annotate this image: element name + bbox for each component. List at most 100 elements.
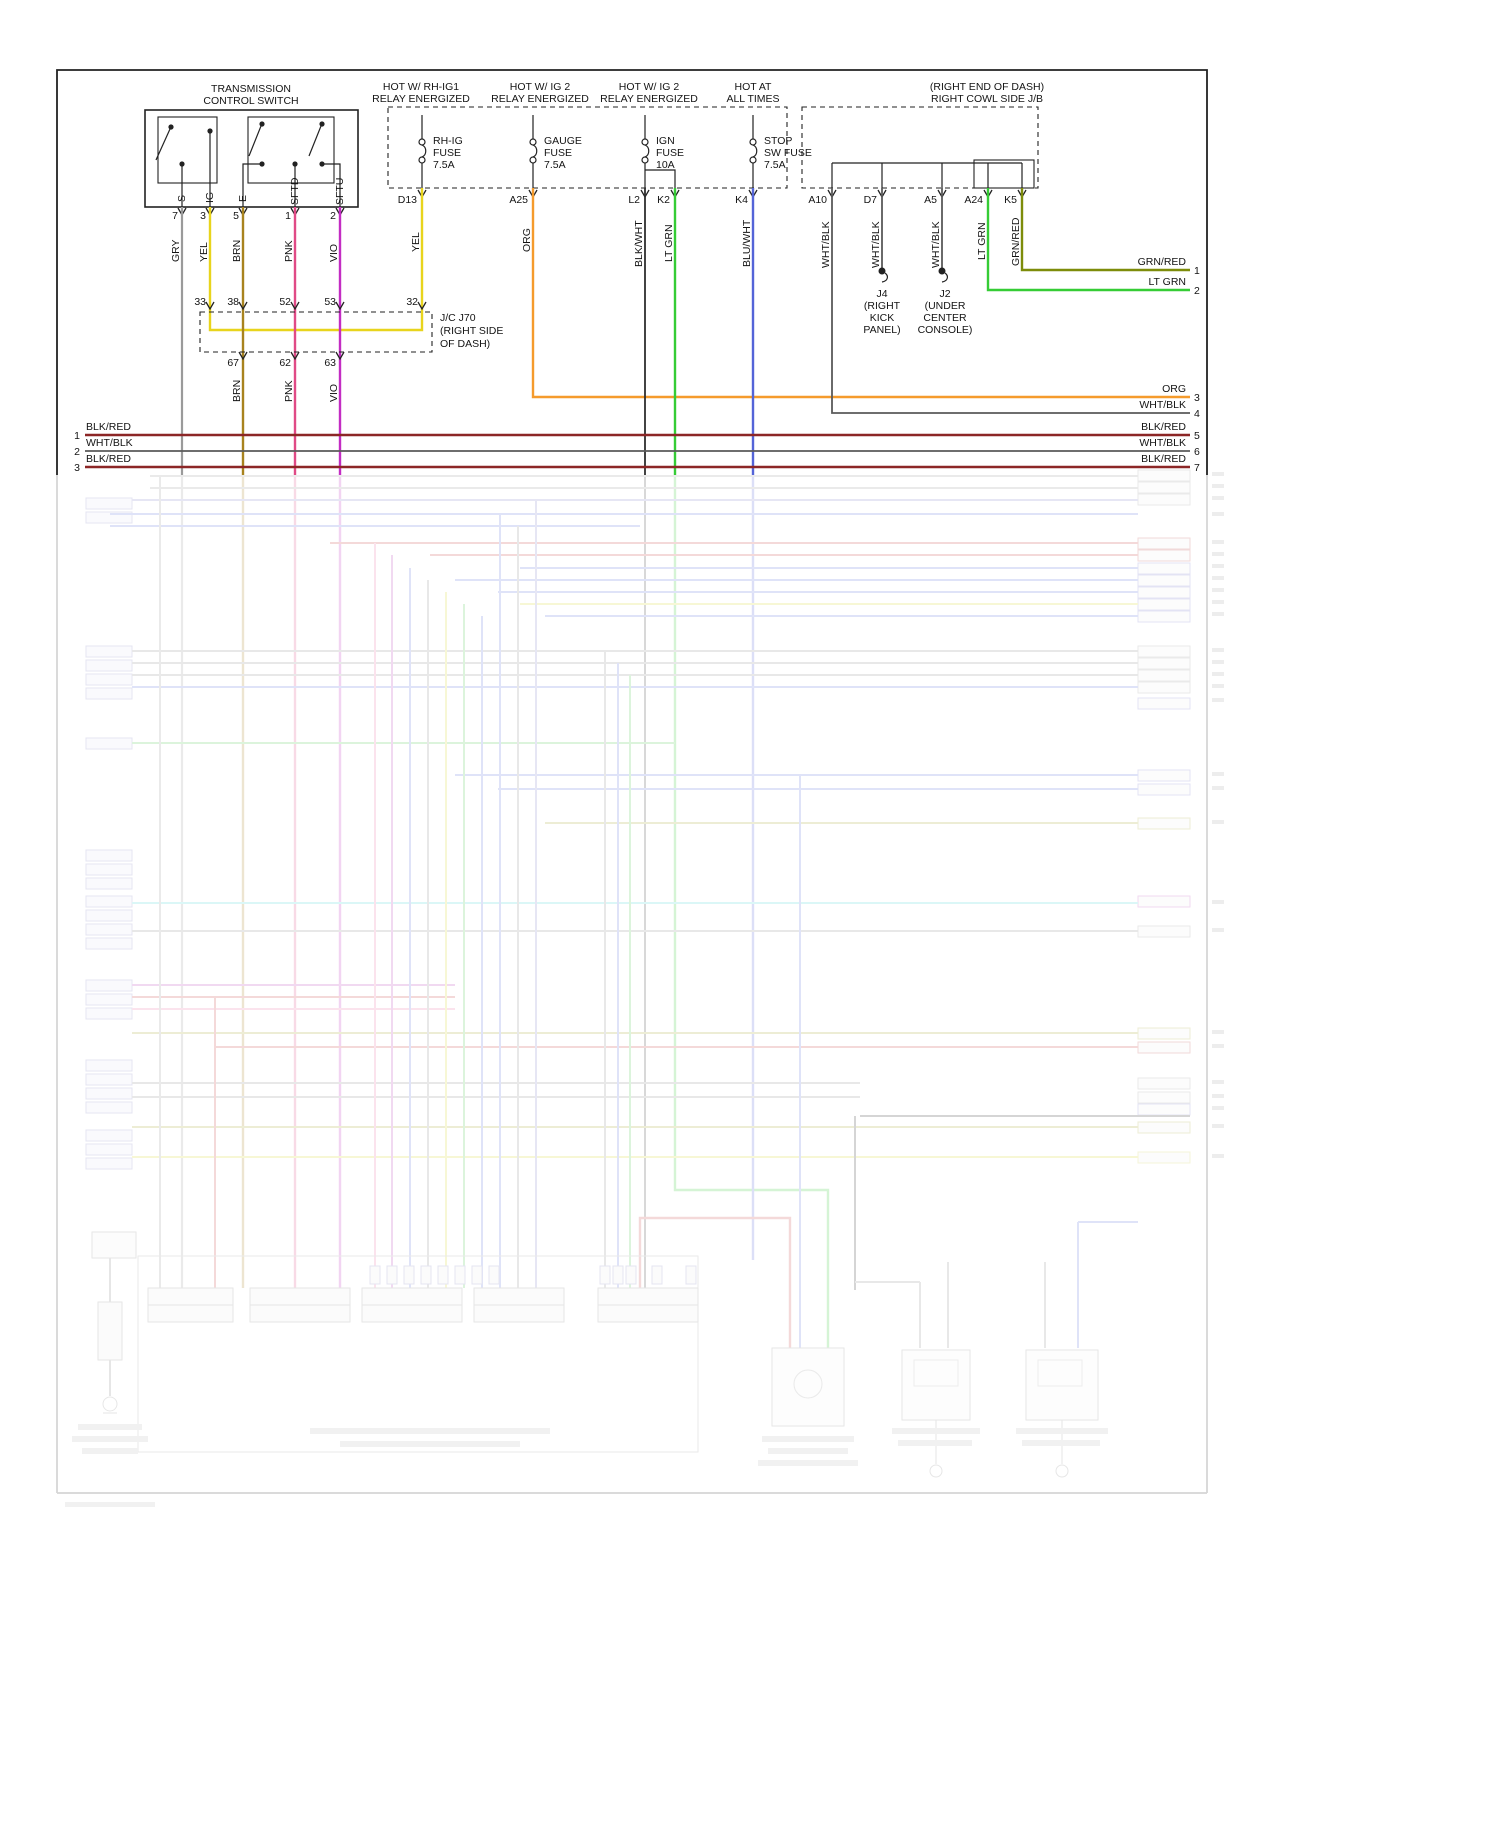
faded-vertical-wires bbox=[159, 476, 1138, 1348]
j70-pin-33: 33 bbox=[194, 296, 206, 308]
switch-pin-num-7: 7 bbox=[172, 210, 178, 222]
fuse-ign-name: IGN bbox=[656, 135, 675, 147]
wire-wht-blk-a10 bbox=[831, 188, 1190, 414]
transmission-control-switch: TRANSMISSION CONTROL SWITCH S IG E SFTD … bbox=[144, 83, 359, 262]
j70-pin-53: 53 bbox=[324, 296, 336, 308]
right-component-boxes bbox=[758, 1347, 1108, 1478]
wire-label-ltgrn-a24: LT GRN bbox=[976, 222, 988, 260]
right-ref-7-label: BLK/RED bbox=[1141, 453, 1186, 465]
wire-label-yel-feed: YEL bbox=[410, 232, 422, 252]
ground-j4-loc2: KICK bbox=[870, 312, 895, 324]
fuse-rh-ig-amps: 7.5A bbox=[433, 159, 455, 171]
source-1-line1: HOT W/ RH-IG1 bbox=[383, 81, 459, 93]
jb-pin-d7: D7 bbox=[864, 194, 878, 206]
jb-pin-k5: K5 bbox=[1004, 194, 1017, 206]
fuse-stop-sw: STOP SW FUSE 7.5A bbox=[749, 115, 812, 188]
right-ref-4-num: 4 bbox=[1194, 408, 1200, 420]
power-sources: HOT W/ RH-IG1 RELAY ENERGIZED HOT W/ IG … bbox=[372, 81, 812, 206]
ground-j4-loc3: PANEL) bbox=[863, 324, 900, 336]
connector-l2: L2 bbox=[628, 194, 640, 206]
switch-pin-s: S bbox=[176, 195, 188, 202]
ground-j2-loc1: (UNDER bbox=[925, 300, 966, 312]
right-edge-pin-ticks bbox=[1212, 472, 1224, 1158]
diagram-border bbox=[56, 69, 1208, 475]
jb-pin-a24: A24 bbox=[964, 194, 983, 206]
right-ref-5-num: 5 bbox=[1194, 430, 1200, 442]
wire-yel bbox=[208, 188, 424, 332]
left-ref-3-label: BLK/RED bbox=[86, 453, 131, 465]
right-ref-5-label: BLK/RED bbox=[1141, 421, 1186, 433]
switch-pin-ig: IG bbox=[204, 192, 216, 203]
right-ref-7-num: 7 bbox=[1194, 462, 1200, 474]
wire-label-gry: GRY bbox=[170, 239, 182, 262]
fuse-ign-amps: 10A bbox=[656, 159, 675, 171]
right-ref-1-num: 1 bbox=[1194, 265, 1200, 277]
source-2-line2: RELAY ENERGIZED bbox=[491, 93, 589, 105]
ground-j2-id: J2 bbox=[939, 288, 950, 300]
cowl-side-jb: (RIGHT END OF DASH) RIGHT COWL SIDE J/B … bbox=[801, 81, 1044, 206]
switch-pin-num-5: 5 bbox=[233, 210, 239, 222]
wire-label-org: ORG bbox=[521, 228, 533, 252]
j70-pin-62: 62 bbox=[279, 357, 291, 369]
source-3-line2: RELAY ENERGIZED bbox=[600, 93, 698, 105]
ground-j2-loc3: CONSOLE) bbox=[918, 324, 973, 336]
wire-label-pnk-out: PNK bbox=[283, 380, 295, 402]
wire-label-grnred: GRN/RED bbox=[1010, 217, 1022, 266]
jb-pin-a10: A10 bbox=[808, 194, 827, 206]
wire-label-whtblk-d7: WHT/BLK bbox=[870, 221, 882, 268]
j70-pin-52: 52 bbox=[279, 296, 291, 308]
left-ref-1-num: 1 bbox=[74, 430, 80, 442]
fuse-rh-ig-name: RH-IG bbox=[433, 135, 463, 147]
wire-label-blkwht: BLK/WHT bbox=[633, 220, 645, 267]
wire-label-brn: BRN bbox=[231, 240, 243, 262]
source-2-line1: HOT W/ IG 2 bbox=[510, 81, 571, 93]
switch-title-line1: TRANSMISSION bbox=[211, 83, 291, 95]
switch-outline bbox=[144, 109, 359, 208]
faded-lower-diagram bbox=[56, 469, 1224, 1507]
j70-pin-63: 63 bbox=[324, 357, 336, 369]
fuse-stop-name: STOP bbox=[764, 135, 792, 147]
jb-label-line2: RIGHT COWL SIDE J/B bbox=[931, 93, 1043, 105]
jb-label-line1: (RIGHT END OF DASH) bbox=[930, 81, 1044, 93]
ground-j4-symbol bbox=[878, 267, 886, 275]
j70-loc1: (RIGHT SIDE bbox=[440, 325, 503, 337]
wire-label-whtblk-a10: WHT/BLK bbox=[820, 221, 832, 268]
edge-refs-right: GRN/RED 1 LT GRN 2 ORG 3 WHT/BLK 4 BLK/R… bbox=[1138, 256, 1200, 474]
fuse-box-outline bbox=[387, 106, 788, 189]
fuse-stop-amps: 7.5A bbox=[764, 159, 786, 171]
source-4-line2: ALL TIMES bbox=[726, 93, 779, 105]
right-connector-blocks bbox=[1137, 469, 1191, 1164]
wire-label-vio-out: VIO bbox=[328, 384, 340, 402]
left-ref-2-num: 2 bbox=[74, 446, 80, 458]
wires: YEL ORG BLK/WHT LT GRN BLU/WHT WHT/BLK W… bbox=[85, 188, 1190, 475]
left-ref-1-label: BLK/RED bbox=[86, 421, 131, 433]
left-ref-2-label: WHT/BLK bbox=[86, 437, 133, 449]
left-connector-blocks bbox=[85, 497, 133, 1170]
right-ref-2-label: LT GRN bbox=[1148, 276, 1186, 288]
junction-j70: 33 38 52 53 32 67 62 63 J/C J70 (RIGHT S… bbox=[194, 296, 503, 402]
j70-loc2: OF DASH) bbox=[440, 338, 490, 350]
connector-a25: A25 bbox=[509, 194, 528, 206]
switch-pin-num-2: 2 bbox=[330, 210, 336, 222]
wire-grn-red-k5 bbox=[1020, 188, 1190, 272]
connector-k2: K2 bbox=[657, 194, 670, 206]
source-3-line1: HOT W/ IG 2 bbox=[619, 81, 680, 93]
ground-j4-id: J4 bbox=[876, 288, 887, 300]
ecm-connector-strip bbox=[137, 1255, 699, 1453]
fuse-gauge-type: FUSE bbox=[544, 147, 572, 159]
wire-label-ltgrn-k2: LT GRN bbox=[663, 224, 675, 262]
fuse-rh-ig: RH-IG FUSE 7.5A bbox=[418, 115, 463, 188]
source-4-line1: HOT AT bbox=[735, 81, 773, 93]
fuse-ign: IGN FUSE 10A bbox=[641, 115, 684, 188]
switch-pin-e: E bbox=[237, 195, 249, 202]
wire-lt-grn-a24 bbox=[986, 188, 1190, 292]
ground-j2-loc2: CENTER bbox=[923, 312, 967, 324]
wire-label-pnk: PNK bbox=[283, 240, 295, 262]
edge-refs-left: 1 BLK/RED 2 WHT/BLK 3 BLK/RED bbox=[74, 421, 133, 474]
j70-pin-38: 38 bbox=[227, 296, 239, 308]
right-ref-3-num: 3 bbox=[1194, 392, 1200, 404]
left-component bbox=[65, 1231, 155, 1507]
j70-name: J/C J70 bbox=[440, 312, 476, 324]
jb-outline bbox=[801, 106, 1039, 189]
